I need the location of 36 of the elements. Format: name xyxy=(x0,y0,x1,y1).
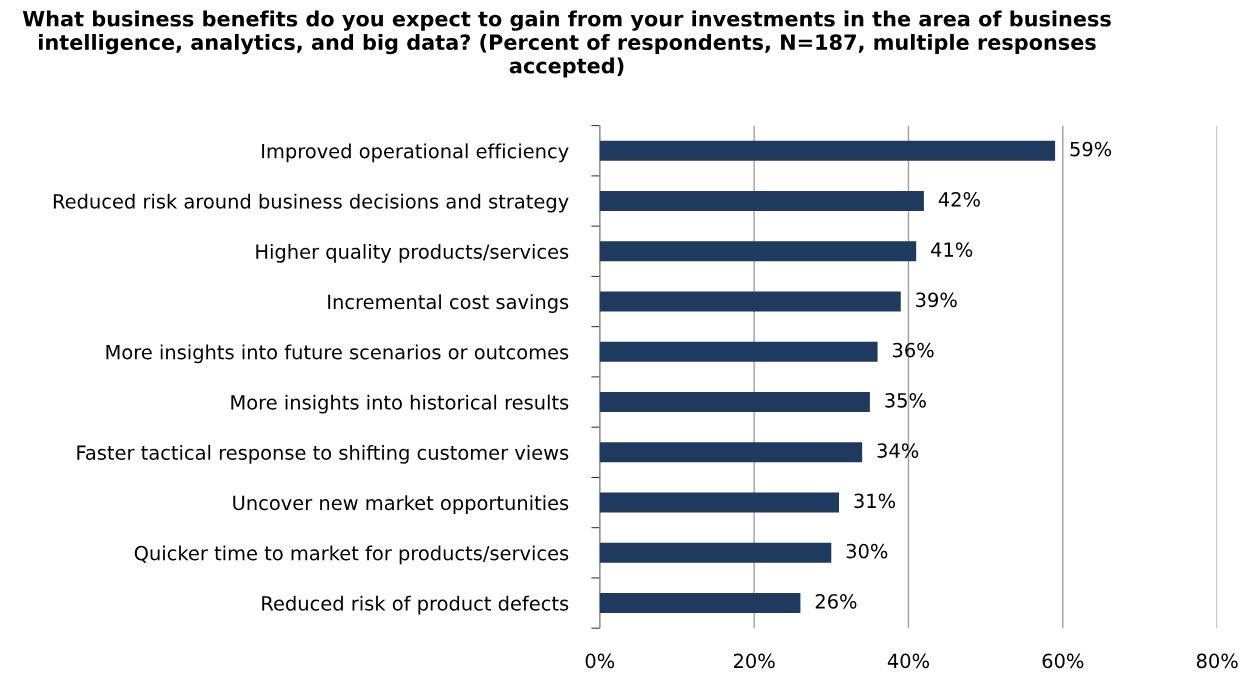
y-tick-label: Improved operational efficiency xyxy=(262,143,569,163)
data-label: 31% xyxy=(854,493,896,509)
bar xyxy=(599,140,1056,161)
data-label: 36% xyxy=(892,342,934,358)
data-label: 59% xyxy=(1070,141,1112,157)
y-tick-label: Faster tactical response to shifting customer views xyxy=(77,444,569,464)
data-label: 26% xyxy=(815,594,857,609)
data-label: 30% xyxy=(846,543,888,559)
y-tick-label: Reduced risk of product defects xyxy=(262,595,569,615)
y-tick-label: Incremental cost savings xyxy=(328,294,569,313)
bar xyxy=(599,492,839,513)
chart-title: What business benefits do you expect to gain from your investments in the area of business intelligence, analytics, and big data? (Percent of respondents, N=187, multiple responses accepted) xyxy=(22,10,1111,78)
x-tick-label: 60% xyxy=(1042,653,1084,669)
bar xyxy=(599,291,901,312)
bar xyxy=(599,593,801,614)
x-tick-label: 0% xyxy=(585,653,615,669)
y-tick-label: Higher quality products/services xyxy=(256,243,569,263)
x-tick-label: 20% xyxy=(733,653,775,669)
x-tick-label: 80% xyxy=(1196,653,1238,669)
y-tick-label: More insights into future scenarios or outcomes xyxy=(106,344,569,364)
data-label: 42% xyxy=(938,191,980,207)
data-label: 39% xyxy=(916,292,957,308)
bar xyxy=(599,542,832,563)
y-tick-label: More insights into historical results xyxy=(231,394,569,414)
y-tick-label: Reduced risk around business decisions and strategy xyxy=(53,193,569,213)
bar xyxy=(599,392,870,413)
bar xyxy=(599,241,917,262)
y-tick-label: Uncover new market opportunities xyxy=(233,495,569,514)
y-tick-label: Quicker time to market for products/services xyxy=(134,545,569,565)
data-label: 35% xyxy=(885,392,926,408)
bar xyxy=(599,442,863,463)
x-tick-label: 40% xyxy=(887,653,929,669)
bar xyxy=(599,341,878,362)
data-label: 34% xyxy=(877,443,919,458)
data-label: 41% xyxy=(931,242,973,257)
bar xyxy=(599,190,924,212)
